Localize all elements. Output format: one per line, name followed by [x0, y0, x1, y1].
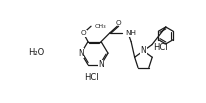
Text: H₂O: H₂O [28, 48, 44, 57]
Text: CH₃: CH₃ [94, 24, 105, 29]
Text: HCl: HCl [152, 43, 167, 52]
Text: N: N [78, 49, 83, 58]
Text: HCl: HCl [83, 73, 98, 82]
Text: O: O [115, 20, 120, 26]
Text: N: N [98, 60, 103, 69]
Text: N: N [140, 46, 146, 55]
Text: NH: NH [124, 30, 135, 36]
Text: O: O [80, 30, 86, 36]
